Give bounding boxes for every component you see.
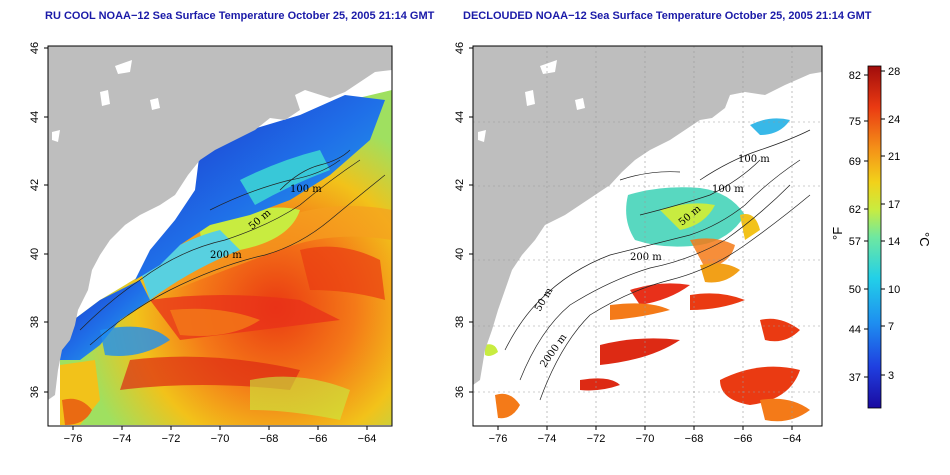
celsius-tick-label: 3	[888, 370, 894, 382]
fahrenheit-tick-label: 62	[849, 204, 861, 216]
right_panel-ytick-label: 42	[454, 179, 466, 191]
fahrenheit-tick-label: 37	[849, 372, 861, 384]
left_panel-xtick-label: −68	[260, 433, 279, 445]
left_panel-xtick-label: −76	[64, 433, 83, 445]
celsius-tick-label: 10	[888, 284, 900, 296]
right-axes: −76 −74 −72 −70 −68 −66 −64 46 44 42 40 38 36	[454, 42, 801, 445]
right-contour-label-100a: 100 m	[738, 154, 770, 165]
left_panel-xtick-label: −74	[113, 433, 132, 445]
left-land	[48, 46, 392, 400]
right-contour-label-100b: 100 m	[712, 184, 744, 195]
right_panel-xtick-label: −70	[636, 433, 655, 445]
left-lakes	[52, 60, 160, 142]
celsius-tick-label: 21	[888, 151, 900, 163]
fahrenheit-tick-label: 69	[849, 156, 861, 168]
left-map: 100 m 50 m 200 m	[48, 46, 392, 426]
left_panel-xtick-label: −66	[309, 433, 328, 445]
left_panel-ytick-label: 42	[29, 179, 41, 191]
left_panel-ytick-label: 38	[29, 316, 41, 328]
right-land	[473, 46, 822, 385]
right-map-frame	[472, 45, 823, 427]
left_panel-xtick-label: −64	[358, 433, 377, 445]
right_panel-xtick-label: −74	[538, 433, 557, 445]
right-grid	[473, 46, 822, 426]
celsius-label: °C	[917, 232, 932, 247]
colorbar	[867, 65, 882, 409]
right_panel-xtick-label: −76	[489, 433, 508, 445]
celsius-tick-label: 28	[888, 66, 900, 78]
left_panel-xtick-label: −70	[211, 433, 230, 445]
right-lakes	[478, 60, 585, 142]
left_panel-xtick-label: −72	[162, 433, 181, 445]
fahrenheit-tick-label: 82	[849, 70, 861, 82]
left_panel-ytick-label: 46	[29, 42, 41, 54]
right-map-title: DECLOUDED NOAA−12 Sea Surface Temperatur…	[463, 10, 872, 22]
right_panel-ytick-label: 46	[454, 42, 466, 54]
colorbar-ticks: 82 75 69 62 57 50 44 37 28 24 21 17 14 10 7 3	[849, 66, 901, 384]
right_panel-ytick-label: 36	[454, 386, 466, 398]
right-sst-field	[485, 118, 810, 422]
celsius-tick-label: 17	[888, 199, 900, 211]
left-contour-label-100: 100 m	[290, 184, 322, 195]
celsius-tick-label: 24	[888, 114, 900, 126]
right_panel-ytick-label: 40	[454, 248, 466, 260]
right_panel-ytick-label: 38	[454, 316, 466, 328]
right_panel-xtick-label: −64	[783, 433, 802, 445]
right-contours	[504, 129, 811, 401]
celsius-tick-label: 14	[888, 236, 900, 248]
right_panel-xtick-label: −66	[734, 433, 753, 445]
right-map: 100 m 100 m 50 m 200 m 50 m 2000 m	[473, 46, 822, 426]
right_panel-xtick-label: −72	[587, 433, 606, 445]
left-map-title: RU COOL NOAA−12 Sea Surface Temperature …	[45, 10, 435, 22]
left_panel-ytick-label: 36	[29, 386, 41, 398]
right_panel-xtick-label: −68	[685, 433, 704, 445]
fahrenheit-tick-label: 75	[849, 116, 861, 128]
fahrenheit-tick-label: 57	[849, 236, 861, 248]
left-axes: −76 −74 −72 −70 −68 −66 −64 46 44 42 40 38 36	[29, 42, 376, 445]
celsius-tick-label: 7	[888, 321, 894, 333]
left_panel-ytick-label: 40	[29, 248, 41, 260]
fahrenheit-tick-label: 44	[849, 324, 861, 336]
left-contour-label-200: 200 m	[210, 250, 242, 261]
fahrenheit-label: °F	[830, 227, 845, 240]
left_panel-ytick-label: 44	[29, 111, 41, 123]
right_panel-ytick-label: 44	[454, 111, 466, 123]
fahrenheit-tick-label: 50	[849, 284, 861, 296]
right-contour-label-200: 200 m	[630, 252, 662, 263]
left-contours	[79, 149, 386, 346]
left-sst-field	[60, 90, 392, 425]
